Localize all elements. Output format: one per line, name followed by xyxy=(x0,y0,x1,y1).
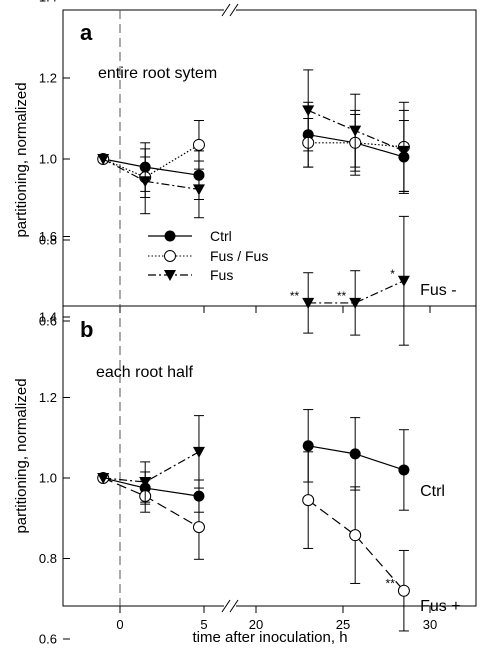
series-line-FusMinus xyxy=(103,451,200,483)
data-point-Fus xyxy=(192,184,205,196)
series-line-FusPlus xyxy=(307,499,405,592)
data-point-Fus xyxy=(397,145,410,157)
panel-b-title: each root half xyxy=(96,364,194,381)
panel-a-frame xyxy=(62,9,477,307)
data-point-FusPlus xyxy=(397,584,410,597)
y-tick-label-a: 1.2 xyxy=(39,71,57,86)
data-point-FusMinus xyxy=(302,297,315,309)
data-point-FusMinus xyxy=(192,446,205,458)
data-point-FusMinus xyxy=(97,473,110,484)
legend-label-fus: Fus xyxy=(210,267,233,283)
axis-break-bottom xyxy=(221,599,239,613)
y-axis-title-a: partitioning, normalized xyxy=(13,82,30,237)
x-axis-title: time after inoculation, h xyxy=(192,629,347,646)
panel-b-letter: b xyxy=(80,317,93,342)
y-tick-label-b: 1.6 xyxy=(39,229,57,244)
y-tick-label-a: 0.8 xyxy=(39,233,57,248)
legend-label-ctrl: Ctrl xyxy=(210,228,232,244)
significance-mark: ** xyxy=(386,577,396,591)
series-annotation: Fus - xyxy=(420,282,456,299)
data-point-Fus xyxy=(139,176,152,188)
data-point-Fus xyxy=(349,125,362,137)
y-tick-label-b: 1.0 xyxy=(39,471,57,486)
series-line-Ctrl xyxy=(103,477,200,497)
series-line-FusFus xyxy=(102,144,200,178)
data-point-FusPlus xyxy=(192,521,205,534)
data-point-FusPlus xyxy=(349,529,362,542)
data-point-FusPlus xyxy=(302,494,315,507)
y-tick-label-a: 0.6 xyxy=(39,314,57,329)
y-tick-label-b: 1.2 xyxy=(39,390,57,405)
y-tick-label-b: 1.4 xyxy=(39,310,57,325)
plot-layer: 0.60.81.01.21.40.60.81.01.21.41.60520253… xyxy=(39,0,461,647)
significance-mark: ** xyxy=(337,289,347,303)
data-point-FusMinus xyxy=(349,297,362,309)
series-annotation: Fus + xyxy=(420,598,460,615)
legend-marker-fus xyxy=(164,270,176,281)
y-tick-label-b: 0.6 xyxy=(39,632,57,647)
data-point-Ctrl xyxy=(398,464,410,476)
x-tick-label: 0 xyxy=(116,617,123,632)
panel-b-frame xyxy=(62,305,477,607)
series-line-Fus xyxy=(102,158,200,190)
panel-a-title: entire root sytem xyxy=(98,65,217,82)
y-tick-label-b: 0.8 xyxy=(39,551,57,566)
series-annotation: Ctrl xyxy=(420,483,445,500)
significance-mark: ** xyxy=(290,289,300,303)
y-tick-label-a: 1.4 xyxy=(39,0,57,5)
data-point-Ctrl xyxy=(302,440,314,452)
significance-mark: * xyxy=(390,267,395,281)
legend-marker-ctrl xyxy=(164,230,176,242)
x-tick-label: 20 xyxy=(249,617,263,632)
data-point-FusMinus xyxy=(139,477,152,489)
legend-marker-fusfus xyxy=(164,250,176,262)
x-tick-label: 30 xyxy=(423,617,437,632)
data-point-FusMinus xyxy=(397,275,410,287)
series-line-FusPlus xyxy=(102,477,200,528)
axis-break-top xyxy=(221,3,239,17)
series-line-FusMinus xyxy=(308,280,405,304)
y-axis-title-b: partitioning, normalized xyxy=(13,378,30,533)
legend: Ctrl Fus / Fus Fus xyxy=(148,228,268,283)
data-point-Fus xyxy=(302,105,315,117)
legend-label-fusfus: Fus / Fus xyxy=(210,248,268,264)
data-point-FusFus xyxy=(192,138,205,151)
x-tick-label: 25 xyxy=(336,617,350,632)
x-tick-label: 5 xyxy=(200,617,207,632)
panel-a-letter: a xyxy=(80,20,93,45)
y-tick-label-a: 1.0 xyxy=(39,152,57,167)
data-point-Fus xyxy=(97,154,110,165)
data-point-Ctrl xyxy=(349,448,361,460)
